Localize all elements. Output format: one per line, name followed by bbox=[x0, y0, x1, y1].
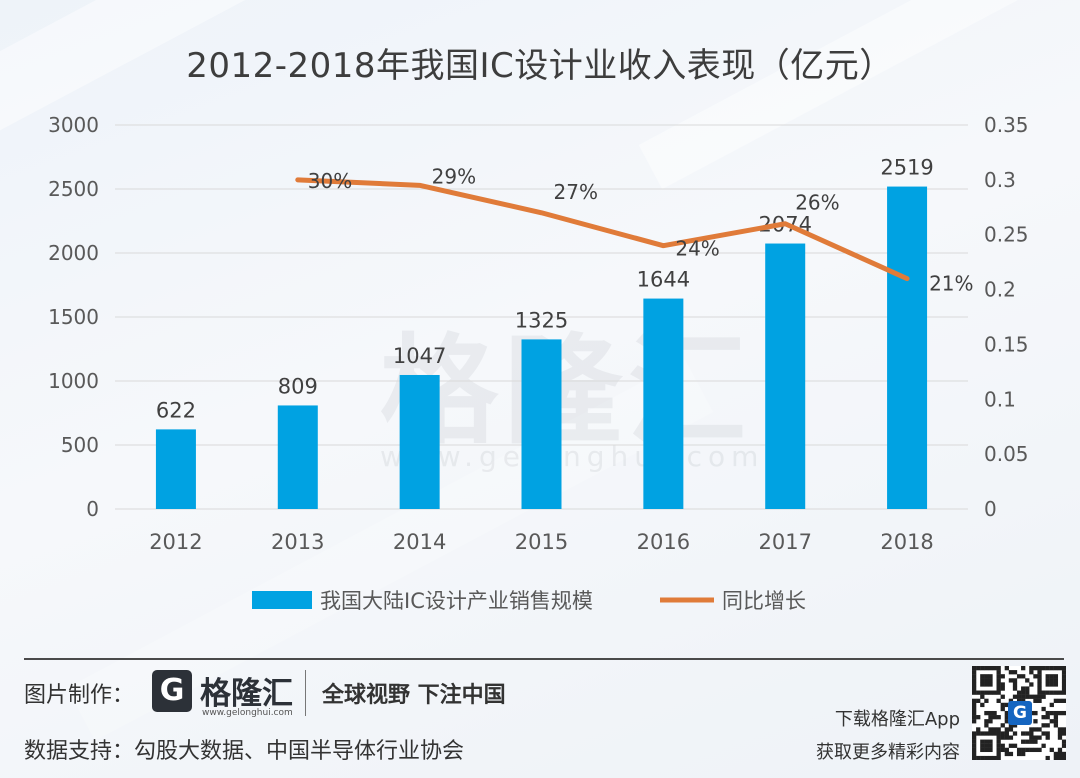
qr-code-icon[interactable] bbox=[972, 666, 1066, 760]
legend-line-label: 同比增长 bbox=[722, 589, 806, 613]
chart-canvas: 0 500 1000 1500 2000 2500 3000 0 0.05 0.1 0.15 0.2 0… bbox=[48, 113, 1029, 613]
line-data-label: 27% bbox=[554, 180, 598, 204]
y-right-tick-label: 0.05 bbox=[984, 442, 1029, 466]
x-tick-label: 2018 bbox=[880, 530, 933, 554]
y-left-tick-label: 1500 bbox=[48, 305, 99, 329]
bar bbox=[521, 339, 562, 509]
data-sources: 勾股大数据、中国半导体行业协会 bbox=[134, 739, 465, 764]
data-support: 数据支持：勾股大数据、中国半导体行业协会 bbox=[24, 733, 464, 765]
footer-separator bbox=[305, 670, 306, 716]
y-left-tick-label: 2500 bbox=[48, 177, 99, 201]
x-tick-label: 2015 bbox=[515, 530, 568, 554]
y-right-tick-label: 0.1 bbox=[984, 387, 1016, 411]
line-data-label: 21% bbox=[929, 272, 973, 296]
x-tick-label: 2017 bbox=[758, 530, 811, 554]
x-tick-label: 2014 bbox=[393, 530, 446, 554]
y-left-tick-label: 500 bbox=[61, 433, 99, 457]
data-support-label: 数据支持： bbox=[24, 739, 135, 764]
bar bbox=[643, 298, 684, 509]
bar bbox=[155, 429, 196, 509]
bar-data-label: 2519 bbox=[880, 156, 933, 180]
y-right-tick-label: 0.3 bbox=[984, 168, 1016, 192]
bar bbox=[399, 374, 440, 509]
app-promo-text: 获取更多精彩内容 bbox=[816, 742, 960, 763]
y-left-tick-label: 2000 bbox=[48, 241, 99, 265]
footer-divider bbox=[24, 658, 1064, 660]
y-left-tick-label: 1000 bbox=[48, 369, 99, 393]
x-tick-label: 2013 bbox=[271, 530, 324, 554]
qr-logo-icon: G bbox=[1008, 701, 1032, 725]
bar-data-label: 809 bbox=[278, 374, 318, 398]
legend-bar-swatch bbox=[252, 591, 312, 609]
slogan: 全球视野 下注中国 bbox=[322, 683, 506, 708]
made-by-label: 图片制作： bbox=[24, 683, 135, 708]
line-data-label: 29% bbox=[432, 164, 476, 188]
bar-data-label: 1644 bbox=[637, 268, 690, 292]
y-right-tick-label: 0.2 bbox=[984, 278, 1016, 302]
line-data-label: 26% bbox=[795, 191, 839, 215]
logo-name: 格隆汇 bbox=[200, 676, 293, 712]
watermark-text: 格隆汇 bbox=[380, 322, 753, 460]
bar-data-label: 622 bbox=[156, 398, 196, 422]
y-left-tick-label: 3000 bbox=[48, 113, 99, 137]
x-tick-label: 2012 bbox=[149, 530, 202, 554]
bar bbox=[765, 243, 806, 509]
app-download-text: 下载格隆汇App bbox=[834, 709, 960, 730]
y-right-tick-label: 0.25 bbox=[984, 223, 1029, 247]
line-data-label: 24% bbox=[675, 237, 719, 261]
chart-title: 2012-2018年我国IC设计业收入表现（亿元） bbox=[186, 46, 894, 86]
growth-line bbox=[295, 177, 910, 282]
bar bbox=[887, 186, 928, 509]
y-right-tick-label: 0.15 bbox=[984, 332, 1029, 356]
logo-url: www.gelonghui.com bbox=[202, 708, 293, 718]
y-right-tick-label: 0 bbox=[984, 497, 997, 521]
gelonghui-logo-icon: G bbox=[152, 670, 192, 712]
line-data-label: 30% bbox=[308, 169, 352, 193]
y-right-tick-label: 0.35 bbox=[984, 113, 1029, 137]
bar-data-label: 1325 bbox=[515, 308, 568, 332]
x-tick-label: 2016 bbox=[637, 530, 690, 554]
legend-bar-label: 我国大陆IC设计产业销售规模 bbox=[320, 589, 593, 613]
y-left-tick-label: 0 bbox=[86, 497, 99, 521]
bar-data-label: 1047 bbox=[393, 344, 446, 368]
bar bbox=[277, 405, 318, 509]
